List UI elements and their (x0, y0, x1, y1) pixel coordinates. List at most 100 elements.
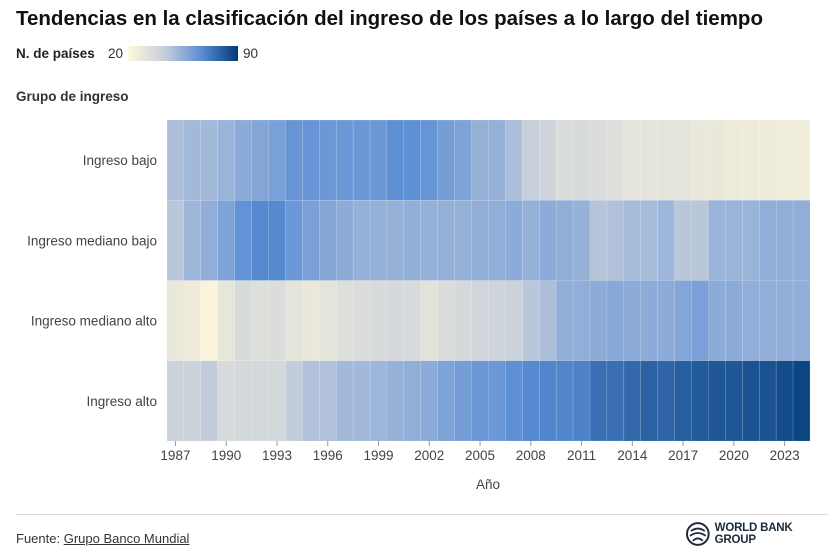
heatmap-cell[interactable] (217, 200, 235, 281)
heatmap-cell[interactable] (674, 360, 692, 442)
heatmap-cell[interactable] (725, 200, 743, 281)
heatmap-cell[interactable] (572, 200, 591, 281)
heatmap-cell[interactable] (539, 119, 557, 201)
heatmap-cell[interactable] (708, 280, 726, 361)
heatmap-cell[interactable] (200, 280, 219, 361)
heatmap-cell[interactable] (623, 280, 642, 361)
heatmap-cell[interactable] (454, 280, 472, 361)
heatmap-cell[interactable] (335, 200, 354, 281)
heatmap-cell[interactable] (488, 360, 506, 442)
heatmap-cell[interactable] (708, 119, 726, 201)
heatmap-cell[interactable] (792, 119, 811, 201)
heatmap-cell[interactable] (268, 119, 286, 201)
heatmap-cell[interactable] (420, 280, 438, 361)
heatmap-cell[interactable] (302, 200, 320, 281)
heatmap-cell[interactable] (657, 360, 675, 442)
heatmap-cell[interactable] (166, 360, 185, 442)
heatmap-cell[interactable] (302, 280, 320, 361)
heatmap-cell[interactable] (674, 200, 692, 281)
heatmap-cell[interactable] (454, 360, 472, 442)
heatmap-cell[interactable] (758, 119, 777, 201)
heatmap-cell[interactable] (657, 280, 675, 361)
heatmap-cell[interactable] (555, 280, 574, 361)
heatmap-cell[interactable] (742, 119, 760, 201)
heatmap-cell[interactable] (623, 360, 642, 442)
heatmap-cell[interactable] (471, 280, 489, 361)
heatmap-cell[interactable] (539, 360, 557, 442)
heatmap-cell[interactable] (319, 200, 337, 281)
heatmap-cell[interactable] (420, 200, 438, 281)
heatmap-cell[interactable] (488, 119, 506, 201)
heatmap-cell[interactable] (742, 360, 760, 442)
heatmap-cell[interactable] (437, 280, 455, 361)
heatmap-cell[interactable] (234, 360, 252, 442)
heatmap-cell[interactable] (200, 119, 219, 201)
heatmap-cell[interactable] (606, 200, 625, 281)
heatmap-cell[interactable] (589, 360, 608, 442)
heatmap-cell[interactable] (352, 360, 371, 442)
heatmap-cell[interactable] (183, 200, 202, 281)
heatmap-cell[interactable] (369, 200, 388, 281)
heatmap-cell[interactable] (454, 200, 472, 281)
heatmap-cell[interactable] (183, 280, 202, 361)
heatmap-cell[interactable] (708, 360, 726, 442)
heatmap-cell[interactable] (742, 200, 760, 281)
heatmap-cell[interactable] (606, 360, 625, 442)
heatmap-cell[interactable] (623, 119, 642, 201)
heatmap-cell[interactable] (268, 360, 286, 442)
heatmap-cell[interactable] (335, 119, 354, 201)
heatmap-cell[interactable] (319, 280, 337, 361)
heatmap-cell[interactable] (386, 119, 405, 201)
heatmap-cell[interactable] (251, 119, 269, 201)
heatmap-cell[interactable] (335, 280, 354, 361)
heatmap-cell[interactable] (386, 200, 405, 281)
heatmap-cell[interactable] (488, 200, 506, 281)
heatmap-cell[interactable] (674, 119, 692, 201)
heatmap-cell[interactable] (725, 280, 743, 361)
heatmap-cell[interactable] (420, 119, 438, 201)
heatmap-cell[interactable] (166, 280, 185, 361)
heatmap-cell[interactable] (234, 280, 252, 361)
heatmap-cell[interactable] (352, 200, 371, 281)
heatmap-cell[interactable] (792, 360, 811, 442)
heatmap-cell[interactable] (369, 119, 388, 201)
heatmap-cell[interactable] (572, 119, 591, 201)
heatmap-cell[interactable] (234, 200, 252, 281)
heatmap-cell[interactable] (505, 119, 523, 201)
heatmap-cell[interactable] (437, 119, 455, 201)
heatmap-cell[interactable] (539, 280, 557, 361)
heatmap-cell[interactable] (775, 360, 794, 442)
heatmap-cell[interactable] (369, 360, 388, 442)
heatmap-cell[interactable] (606, 280, 625, 361)
heatmap-cell[interactable] (775, 119, 794, 201)
heatmap-cell[interactable] (285, 200, 303, 281)
heatmap-cell[interactable] (403, 280, 422, 361)
heatmap-cell[interactable] (285, 119, 303, 201)
heatmap-cell[interactable] (505, 200, 523, 281)
heatmap-cell[interactable] (555, 360, 574, 442)
heatmap-cell[interactable] (555, 119, 574, 201)
heatmap-cell[interactable] (386, 360, 405, 442)
heatmap-cell[interactable] (166, 119, 185, 201)
heatmap-cell[interactable] (555, 200, 574, 281)
heatmap-cell[interactable] (640, 200, 658, 281)
heatmap-cell[interactable] (251, 200, 269, 281)
heatmap-cell[interactable] (403, 360, 422, 442)
heatmap-cell[interactable] (691, 360, 709, 442)
heatmap-cell[interactable] (285, 360, 303, 442)
heatmap-cell[interactable] (758, 280, 777, 361)
heatmap-cell[interactable] (488, 280, 506, 361)
heatmap-cell[interactable] (217, 119, 235, 201)
heatmap-cell[interactable] (454, 119, 472, 201)
heatmap-cell[interactable] (589, 119, 608, 201)
source-link[interactable]: Grupo Banco Mundial (63, 531, 190, 546)
heatmap-cell[interactable] (589, 200, 608, 281)
heatmap-cell[interactable] (725, 360, 743, 442)
heatmap-cell[interactable] (775, 200, 794, 281)
heatmap-cell[interactable] (606, 119, 625, 201)
heatmap-cell[interactable] (251, 280, 269, 361)
heatmap-cell[interactable] (522, 280, 540, 361)
heatmap-cell[interactable] (691, 200, 709, 281)
heatmap-cell[interactable] (623, 200, 642, 281)
heatmap-cell[interactable] (572, 360, 591, 442)
